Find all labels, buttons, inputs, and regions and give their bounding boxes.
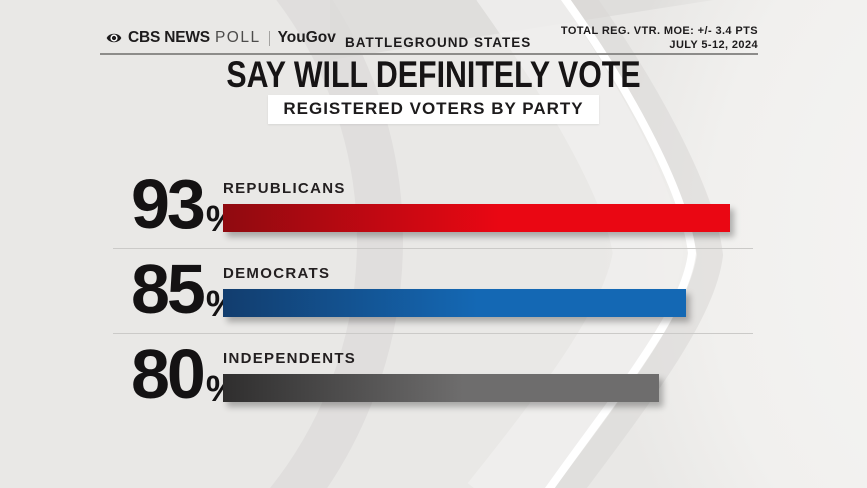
bar-value: 80 [131, 335, 206, 413]
bar-row: 80 % INDEPENDENTS [113, 335, 758, 418]
section-label: BATTLEGROUND STATES [345, 35, 532, 50]
cbs-eye-icon [106, 30, 122, 46]
bar [223, 374, 659, 402]
brand-cbs-news: CBS NEWS [128, 29, 210, 46]
bar-label: DEMOCRATS [223, 265, 331, 282]
chart-title: SAY WILL DEFINITELY VOTE [226, 54, 641, 95]
header-rule [100, 53, 758, 55]
bar-row: 85 % DEMOCRATS [113, 250, 758, 333]
value-callout: 80 % [131, 335, 238, 413]
bar [223, 289, 686, 317]
bar-label: INDEPENDENTS [223, 350, 357, 367]
value-callout: 85 % [131, 250, 238, 328]
brand-poll: POLL [214, 29, 261, 46]
bar-value: 93 [131, 165, 206, 243]
brand-divider [268, 30, 270, 46]
value-callout: 93 % [131, 165, 238, 243]
moe-line2: JULY 5-12, 2024 [669, 39, 758, 51]
bar [223, 204, 730, 232]
moe-line1: TOTAL REG. VTR. MOE: +/- 3.4 PTS [560, 25, 758, 37]
bar-label: REPUBLICANS [223, 180, 346, 197]
bar-row: 93 % REPUBLICANS [113, 165, 758, 248]
moe-note: TOTAL REG. VTR. MOE: +/- 3.4 PTS JULY 5-… [561, 24, 758, 52]
bar-chart: 93 % REPUBLICANS 85 % DEMOCRATS 80 % IND… [113, 165, 758, 409]
row-separator [113, 333, 753, 334]
brand-lockup: CBS NEWS POLL YouGov [106, 29, 336, 47]
row-separator [113, 248, 753, 249]
brand-yougov: YouGov [277, 29, 336, 46]
chart-subtitle: REGISTERED VOTERS BY PARTY [268, 95, 599, 124]
bar-value: 85 [131, 250, 206, 328]
